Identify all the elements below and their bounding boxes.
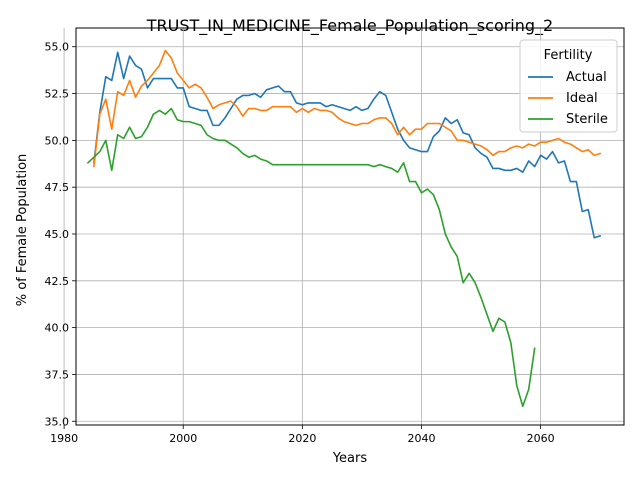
- x-tick-label: 2060: [527, 432, 555, 445]
- y-tick-label: 47.5: [45, 181, 70, 194]
- series-line-actual: [93, 51, 601, 239]
- legend-item-sterile: Sterile: [528, 112, 608, 127]
- x-axis-ticks: 1980 2000 2020 2040 2060: [50, 425, 555, 445]
- y-tick-label: 40.0: [45, 322, 70, 335]
- legend-item-actual: Actual: [528, 70, 607, 85]
- y-tick-label: 37.5: [45, 368, 70, 381]
- legend-label: Ideal: [566, 91, 598, 106]
- legend-label: Sterile: [566, 112, 608, 127]
- series-lines: [87, 49, 601, 408]
- y-tick-label: 52.5: [45, 88, 70, 101]
- x-tick-label: 2020: [288, 432, 316, 445]
- x-tick-label: 1980: [50, 432, 78, 445]
- legend: Fertility Actual Ideal Sterile: [519, 39, 618, 133]
- y-tick-label: 50.0: [45, 134, 70, 147]
- y-axis-ticks: 35.0 37.5 40.0 42.5 45.0 47.5 50.0 52.5 55.0: [45, 41, 76, 428]
- y-tick-label: 35.0: [45, 415, 70, 428]
- legend-label: Actual: [566, 70, 607, 85]
- legend-item-ideal: Ideal: [528, 91, 598, 106]
- y-tick-label: 55.0: [45, 41, 70, 54]
- legend-items: Actual Ideal Sterile: [528, 70, 608, 127]
- legend-box: [519, 39, 618, 133]
- plot-frame: [75, 27, 625, 426]
- y-axis-label: % of Female Population: [15, 154, 30, 307]
- x-tick-label: 2000: [169, 432, 197, 445]
- legend-title: Fertility: [544, 48, 593, 63]
- y-tick-label: 45.0: [45, 228, 70, 241]
- chart-title: TRUST_IN_MEDICINE_Female_Population_scor…: [146, 16, 553, 36]
- x-tick-label: 2040: [407, 432, 435, 445]
- x-axis-label: Years: [332, 451, 368, 466]
- series-line-sterile: [87, 107, 536, 408]
- series-line-ideal: [93, 49, 601, 168]
- grid: [63, 28, 624, 425]
- y-tick-label: 42.5: [45, 275, 70, 288]
